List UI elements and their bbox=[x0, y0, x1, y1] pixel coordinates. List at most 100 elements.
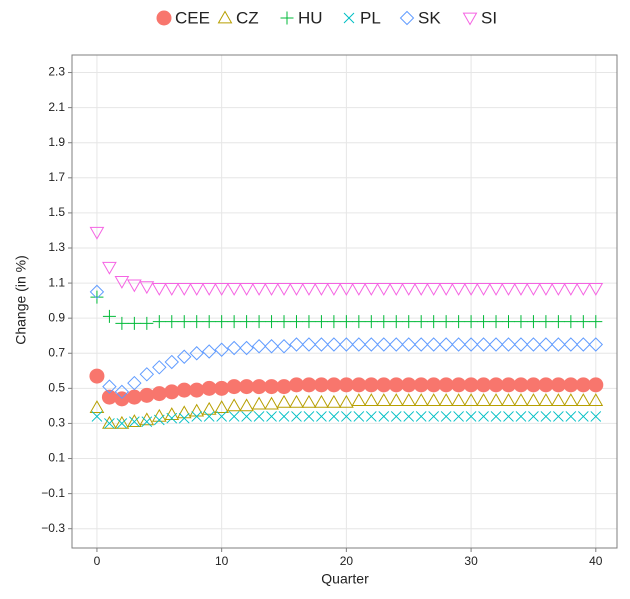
point bbox=[89, 368, 105, 384]
point bbox=[378, 411, 390, 422]
point bbox=[226, 340, 242, 356]
x-tick-label: 10 bbox=[215, 554, 229, 568]
point bbox=[427, 315, 441, 329]
point bbox=[488, 337, 504, 352]
point bbox=[551, 393, 566, 407]
point bbox=[451, 337, 466, 352]
point bbox=[438, 377, 454, 393]
marks bbox=[89, 226, 604, 429]
point bbox=[488, 282, 504, 296]
point bbox=[500, 377, 516, 393]
y-tick-label: 1.5 bbox=[48, 205, 65, 219]
point bbox=[126, 414, 142, 428]
point bbox=[339, 394, 354, 408]
plot-panel bbox=[72, 55, 617, 548]
point bbox=[217, 10, 233, 24]
point bbox=[513, 282, 529, 296]
point bbox=[451, 377, 467, 393]
point bbox=[363, 393, 379, 407]
y-tick-label: 1.1 bbox=[48, 275, 65, 289]
point bbox=[314, 315, 328, 329]
point bbox=[515, 411, 527, 422]
point bbox=[156, 10, 172, 26]
point bbox=[114, 415, 130, 429]
point bbox=[376, 393, 392, 407]
point bbox=[276, 379, 292, 395]
point bbox=[564, 315, 578, 329]
point bbox=[501, 282, 516, 296]
point bbox=[326, 377, 342, 393]
point bbox=[102, 309, 116, 323]
point bbox=[590, 411, 602, 422]
point bbox=[251, 396, 267, 410]
x-axis-title: Quarter bbox=[321, 571, 369, 587]
point bbox=[239, 340, 254, 356]
y-tick-label: −0.1 bbox=[41, 486, 65, 500]
y-tick-label: 0.1 bbox=[48, 451, 65, 465]
point bbox=[301, 394, 317, 408]
point bbox=[89, 284, 105, 300]
panel-border bbox=[71, 54, 618, 549]
point bbox=[526, 315, 540, 329]
point bbox=[501, 315, 515, 329]
point bbox=[563, 393, 579, 407]
legend-label: SI bbox=[481, 8, 497, 27]
point bbox=[228, 411, 240, 422]
point bbox=[438, 337, 454, 352]
point bbox=[202, 315, 216, 329]
point bbox=[141, 416, 153, 428]
y-tick-label: 1.7 bbox=[48, 170, 65, 184]
point bbox=[316, 411, 327, 422]
point bbox=[89, 226, 105, 240]
point bbox=[377, 315, 391, 329]
point bbox=[503, 411, 514, 422]
point bbox=[352, 315, 366, 329]
y-tick-label: 0.7 bbox=[48, 345, 65, 359]
point bbox=[388, 377, 404, 393]
point bbox=[280, 11, 294, 25]
point bbox=[403, 411, 415, 422]
point bbox=[476, 377, 492, 393]
legend-label: CEE bbox=[175, 8, 210, 27]
point bbox=[252, 315, 266, 329]
point bbox=[104, 418, 115, 429]
point bbox=[526, 337, 541, 352]
point bbox=[401, 393, 417, 407]
point bbox=[426, 337, 441, 352]
point bbox=[414, 315, 428, 329]
point bbox=[363, 282, 379, 296]
x-tick-label: 30 bbox=[464, 554, 478, 568]
point bbox=[164, 282, 180, 296]
point bbox=[339, 337, 354, 352]
point bbox=[588, 377, 604, 393]
point bbox=[476, 282, 491, 296]
point bbox=[326, 394, 342, 408]
point bbox=[214, 282, 230, 296]
point bbox=[328, 411, 340, 422]
point bbox=[413, 337, 429, 352]
point bbox=[176, 282, 192, 296]
point bbox=[565, 411, 577, 422]
point bbox=[551, 337, 566, 352]
point bbox=[291, 411, 302, 422]
point bbox=[127, 375, 142, 391]
point bbox=[351, 282, 367, 296]
point bbox=[390, 411, 402, 422]
point bbox=[114, 384, 130, 400]
point bbox=[129, 416, 140, 428]
point bbox=[563, 337, 579, 352]
y-tick-label: 2.3 bbox=[48, 65, 65, 79]
point bbox=[351, 393, 367, 407]
point bbox=[575, 377, 591, 393]
point bbox=[439, 315, 453, 329]
point bbox=[101, 389, 117, 405]
point bbox=[353, 411, 365, 422]
point bbox=[251, 339, 267, 354]
point bbox=[314, 282, 329, 296]
point bbox=[339, 315, 353, 329]
point bbox=[201, 344, 217, 359]
point bbox=[538, 337, 554, 352]
point bbox=[277, 315, 291, 329]
point bbox=[264, 339, 279, 354]
point bbox=[216, 411, 228, 422]
